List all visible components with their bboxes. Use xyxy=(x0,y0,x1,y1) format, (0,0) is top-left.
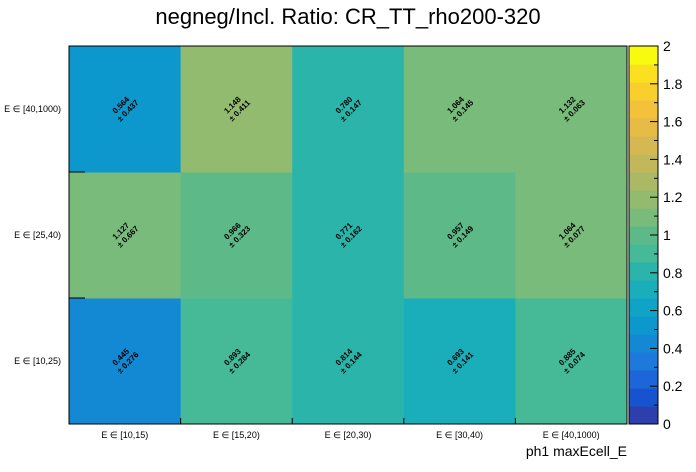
heatmap-cell xyxy=(292,46,405,173)
x-tick-label: E ∈ [20,30) xyxy=(325,430,372,440)
heatmap-cell xyxy=(180,298,293,425)
heatmap-cell xyxy=(403,46,516,173)
colorbar-segment xyxy=(629,298,658,317)
colorbar-segment xyxy=(629,136,658,155)
colorbar-segment xyxy=(629,262,658,281)
colorbar-tick-label: 0.8 xyxy=(663,265,683,281)
x-tick-label: E ∈ [30,40) xyxy=(436,430,483,440)
y-tick-label: E ∈ [25,40) xyxy=(14,230,61,240)
chart-title: negneg/Incl. Ratio: CR_TT_rho200-320 xyxy=(155,4,540,29)
x-axis-title: ph1 maxEcell_E xyxy=(526,443,627,459)
colorbar-segment xyxy=(629,100,658,119)
colorbar-segment xyxy=(629,352,658,371)
colorbar-segment xyxy=(629,82,658,101)
colorbar-segment xyxy=(629,64,658,83)
colorbar-segment xyxy=(629,334,658,353)
colorbar-tick-label: 1.8 xyxy=(663,76,683,92)
colorbar-tick-label: 0 xyxy=(663,416,671,432)
color-scale-bar: 0 0.2 0.4 0.6 0.8 1 1.2 1.4 1.6 1.8 2 xyxy=(628,38,683,432)
heatmap-cell xyxy=(515,172,628,299)
colorbar-tick-label: 1.6 xyxy=(663,114,683,130)
heatmap-cell xyxy=(180,46,293,173)
colorbar-segment xyxy=(629,244,658,263)
colorbar-segment xyxy=(629,190,658,209)
heatmap-cell xyxy=(180,172,293,299)
colorbar-segment xyxy=(629,208,658,227)
heatmap-cell xyxy=(69,172,182,299)
heatmap-cell xyxy=(69,298,182,425)
colorbar-tick-label: 1.4 xyxy=(663,151,683,167)
y-axis-ticks: E ∈ [10,25) E ∈ [25,40) E ∈ [40,1000) xyxy=(4,104,85,425)
colorbar-tick-label: 0.4 xyxy=(663,340,683,356)
colorbar-segment xyxy=(629,280,658,299)
x-tick-label: E ∈ [10,15) xyxy=(101,430,148,440)
colorbar-segment xyxy=(629,406,658,425)
colorbar-tick-label: 0.6 xyxy=(663,303,683,319)
heatmap-cell xyxy=(292,172,405,299)
plot-frame xyxy=(68,45,628,425)
colorbar-tick-label: 0.2 xyxy=(663,378,683,394)
heatmap-cell xyxy=(403,172,516,299)
colorbar-segment xyxy=(629,370,658,389)
x-tick-label: E ∈ [40,1000) xyxy=(543,430,600,440)
x-tick-label: E ∈ [15,20) xyxy=(213,430,260,440)
colorbar-segment xyxy=(629,118,658,137)
colorbar-segment xyxy=(629,388,658,407)
colorbar-tick-label: 2 xyxy=(663,38,671,54)
colorbar-segment xyxy=(629,172,658,191)
y-tick-label: E ∈ [40,1000) xyxy=(4,104,61,114)
heatmap-cells xyxy=(69,46,628,425)
heatmap-cell xyxy=(292,298,405,425)
heatmap-cell xyxy=(403,298,516,425)
heatmap-cell xyxy=(515,46,628,173)
heatmap-cell xyxy=(69,46,182,173)
x-axis-ticks: E ∈ [10,15) E ∈ [15,20) E ∈ [20,30) E ∈ [30… xyxy=(101,418,600,440)
colorbar-tick-label: 1.2 xyxy=(663,189,683,205)
y-tick-label: E ∈ [10,25) xyxy=(14,356,61,366)
colorbar-tick-label: 1 xyxy=(663,227,671,243)
colorbar-segment xyxy=(629,154,658,173)
colorbar-segment xyxy=(629,316,658,335)
colorbar-segment xyxy=(629,226,658,245)
colorbar-segment xyxy=(629,46,658,65)
heatmap-cell xyxy=(515,298,628,425)
